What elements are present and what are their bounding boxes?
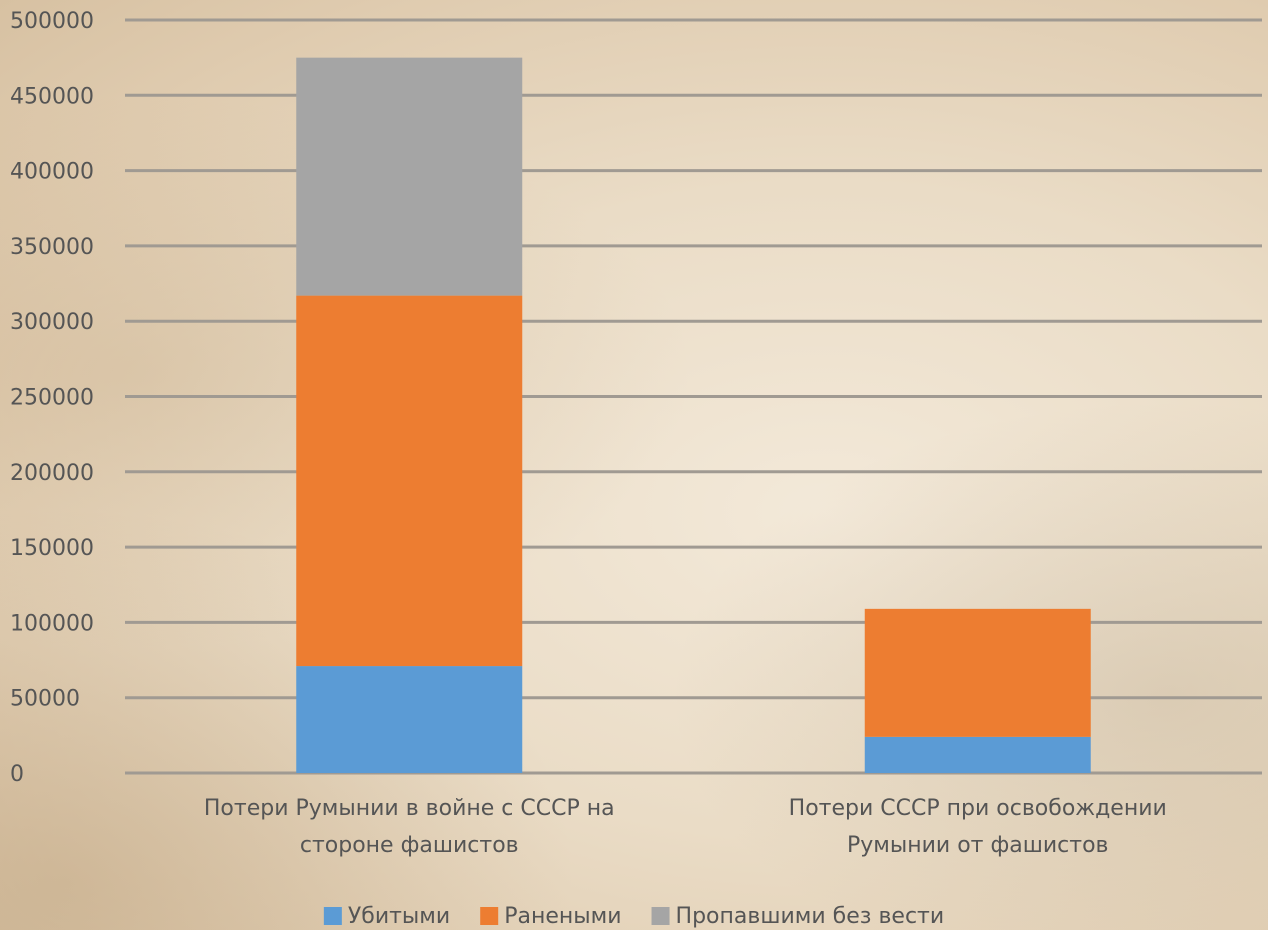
y-axis-ticks: 0 50000 100000 150000 200000 250000 300000 3500… bbox=[10, 9, 94, 787]
y-tick-label: 350000 bbox=[10, 235, 94, 260]
y-tick-label: 500000 bbox=[10, 9, 94, 34]
y-tick-label: 400000 bbox=[10, 160, 94, 185]
bar-segment bbox=[296, 295, 523, 667]
bars bbox=[296, 57, 1091, 773]
y-tick-label: 300000 bbox=[10, 310, 94, 335]
gridlines bbox=[125, 18, 1262, 775]
x-category-label: Румынии от фашистов bbox=[847, 833, 1109, 858]
x-category-label: Потери СССР при освобождении bbox=[789, 796, 1167, 821]
y-tick-label: 250000 bbox=[10, 386, 94, 411]
x-category-label: стороне фашистов bbox=[300, 833, 519, 858]
x-category-label: Потери Румынии в войне с СССР на bbox=[204, 796, 615, 821]
legend: Убитыми Ранеными Пропавшими без вести bbox=[323, 904, 945, 929]
y-tick-label: 150000 bbox=[10, 536, 94, 561]
y-tick-label: 0 bbox=[10, 762, 24, 787]
bar-segment bbox=[864, 736, 1091, 773]
y-tick-label: 450000 bbox=[10, 84, 94, 109]
legend-swatch bbox=[323, 907, 342, 925]
legend-label: Убитыми bbox=[348, 904, 450, 929]
legend-swatch bbox=[480, 907, 499, 925]
y-tick-label: 100000 bbox=[10, 611, 94, 636]
legend-label: Пропавшими без вести bbox=[676, 904, 945, 929]
y-tick-label: 200000 bbox=[10, 461, 94, 486]
x-axis-labels: Потери Румынии в войне с СССР на стороне … bbox=[204, 796, 1167, 858]
legend-label: Ранеными bbox=[504, 904, 621, 929]
y-tick-label: 50000 bbox=[10, 687, 80, 712]
bar-segment bbox=[864, 608, 1091, 737]
bar-segment bbox=[296, 666, 523, 773]
bar-segment bbox=[296, 57, 523, 296]
legend-swatch bbox=[651, 907, 670, 925]
